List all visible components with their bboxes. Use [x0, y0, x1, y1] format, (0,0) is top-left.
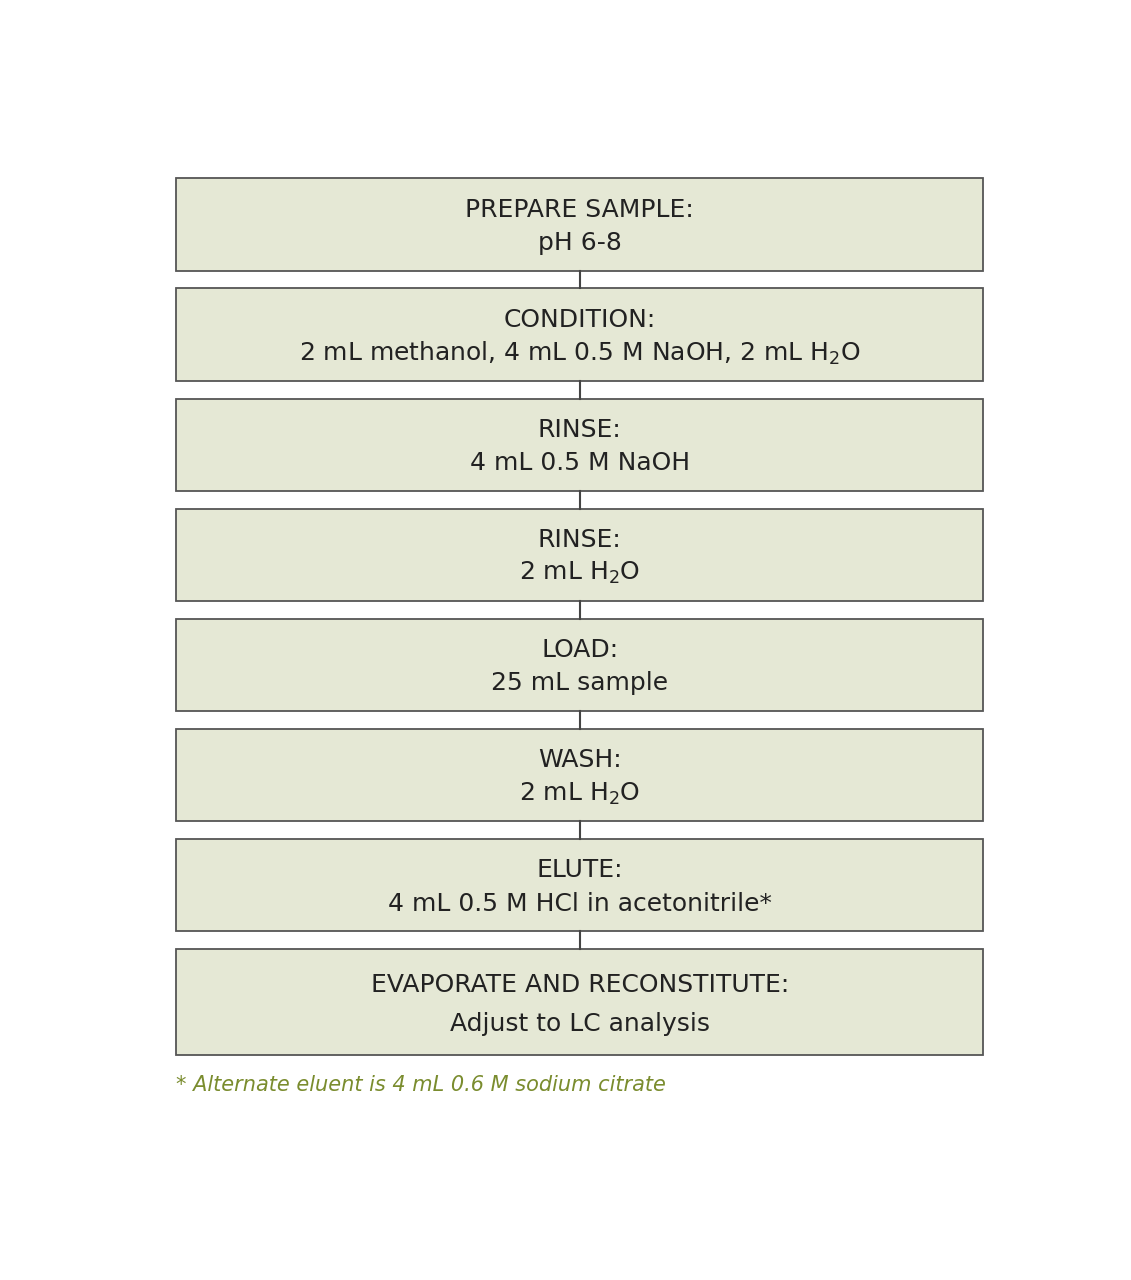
- Text: 2 mL methanol, 4 mL 0.5 M NaOH, 2 mL H$_{\mathregular{2}}$O: 2 mL methanol, 4 mL 0.5 M NaOH, 2 mL H$_…: [299, 339, 861, 366]
- Text: RINSE:: RINSE:: [537, 529, 622, 552]
- Text: CONDITION:: CONDITION:: [503, 307, 656, 332]
- Text: 2 mL H$_{\mathregular{2}}$O: 2 mL H$_{\mathregular{2}}$O: [519, 781, 640, 806]
- FancyBboxPatch shape: [176, 950, 983, 1056]
- Text: pH 6-8: pH 6-8: [537, 230, 622, 255]
- FancyBboxPatch shape: [176, 618, 983, 712]
- Text: PREPARE SAMPLE:: PREPARE SAMPLE:: [465, 197, 694, 221]
- Text: RINSE:: RINSE:: [537, 417, 622, 442]
- Text: 2 mL H$_{\mathregular{2}}$O: 2 mL H$_{\mathregular{2}}$O: [519, 561, 640, 586]
- FancyBboxPatch shape: [176, 178, 983, 270]
- Text: Adjust to LC analysis: Adjust to LC analysis: [450, 1011, 709, 1036]
- FancyBboxPatch shape: [176, 838, 983, 932]
- FancyBboxPatch shape: [176, 398, 983, 492]
- FancyBboxPatch shape: [176, 288, 983, 380]
- Text: EVAPORATE AND RECONSTITUTE:: EVAPORATE AND RECONSTITUTE:: [371, 973, 788, 997]
- Text: WASH:: WASH:: [538, 749, 621, 772]
- FancyBboxPatch shape: [176, 508, 983, 602]
- Text: 4 mL 0.5 M HCl in acetonitrile*: 4 mL 0.5 M HCl in acetonitrile*: [388, 892, 771, 915]
- Text: LOAD:: LOAD:: [541, 639, 619, 662]
- FancyBboxPatch shape: [176, 728, 983, 822]
- Text: * Alternate eluent is 4 mL 0.6 M sodium citrate: * Alternate eluent is 4 mL 0.6 M sodium …: [176, 1075, 666, 1094]
- Text: ELUTE:: ELUTE:: [536, 859, 623, 882]
- Text: 25 mL sample: 25 mL sample: [491, 672, 668, 695]
- Text: 4 mL 0.5 M NaOH: 4 mL 0.5 M NaOH: [469, 451, 690, 475]
